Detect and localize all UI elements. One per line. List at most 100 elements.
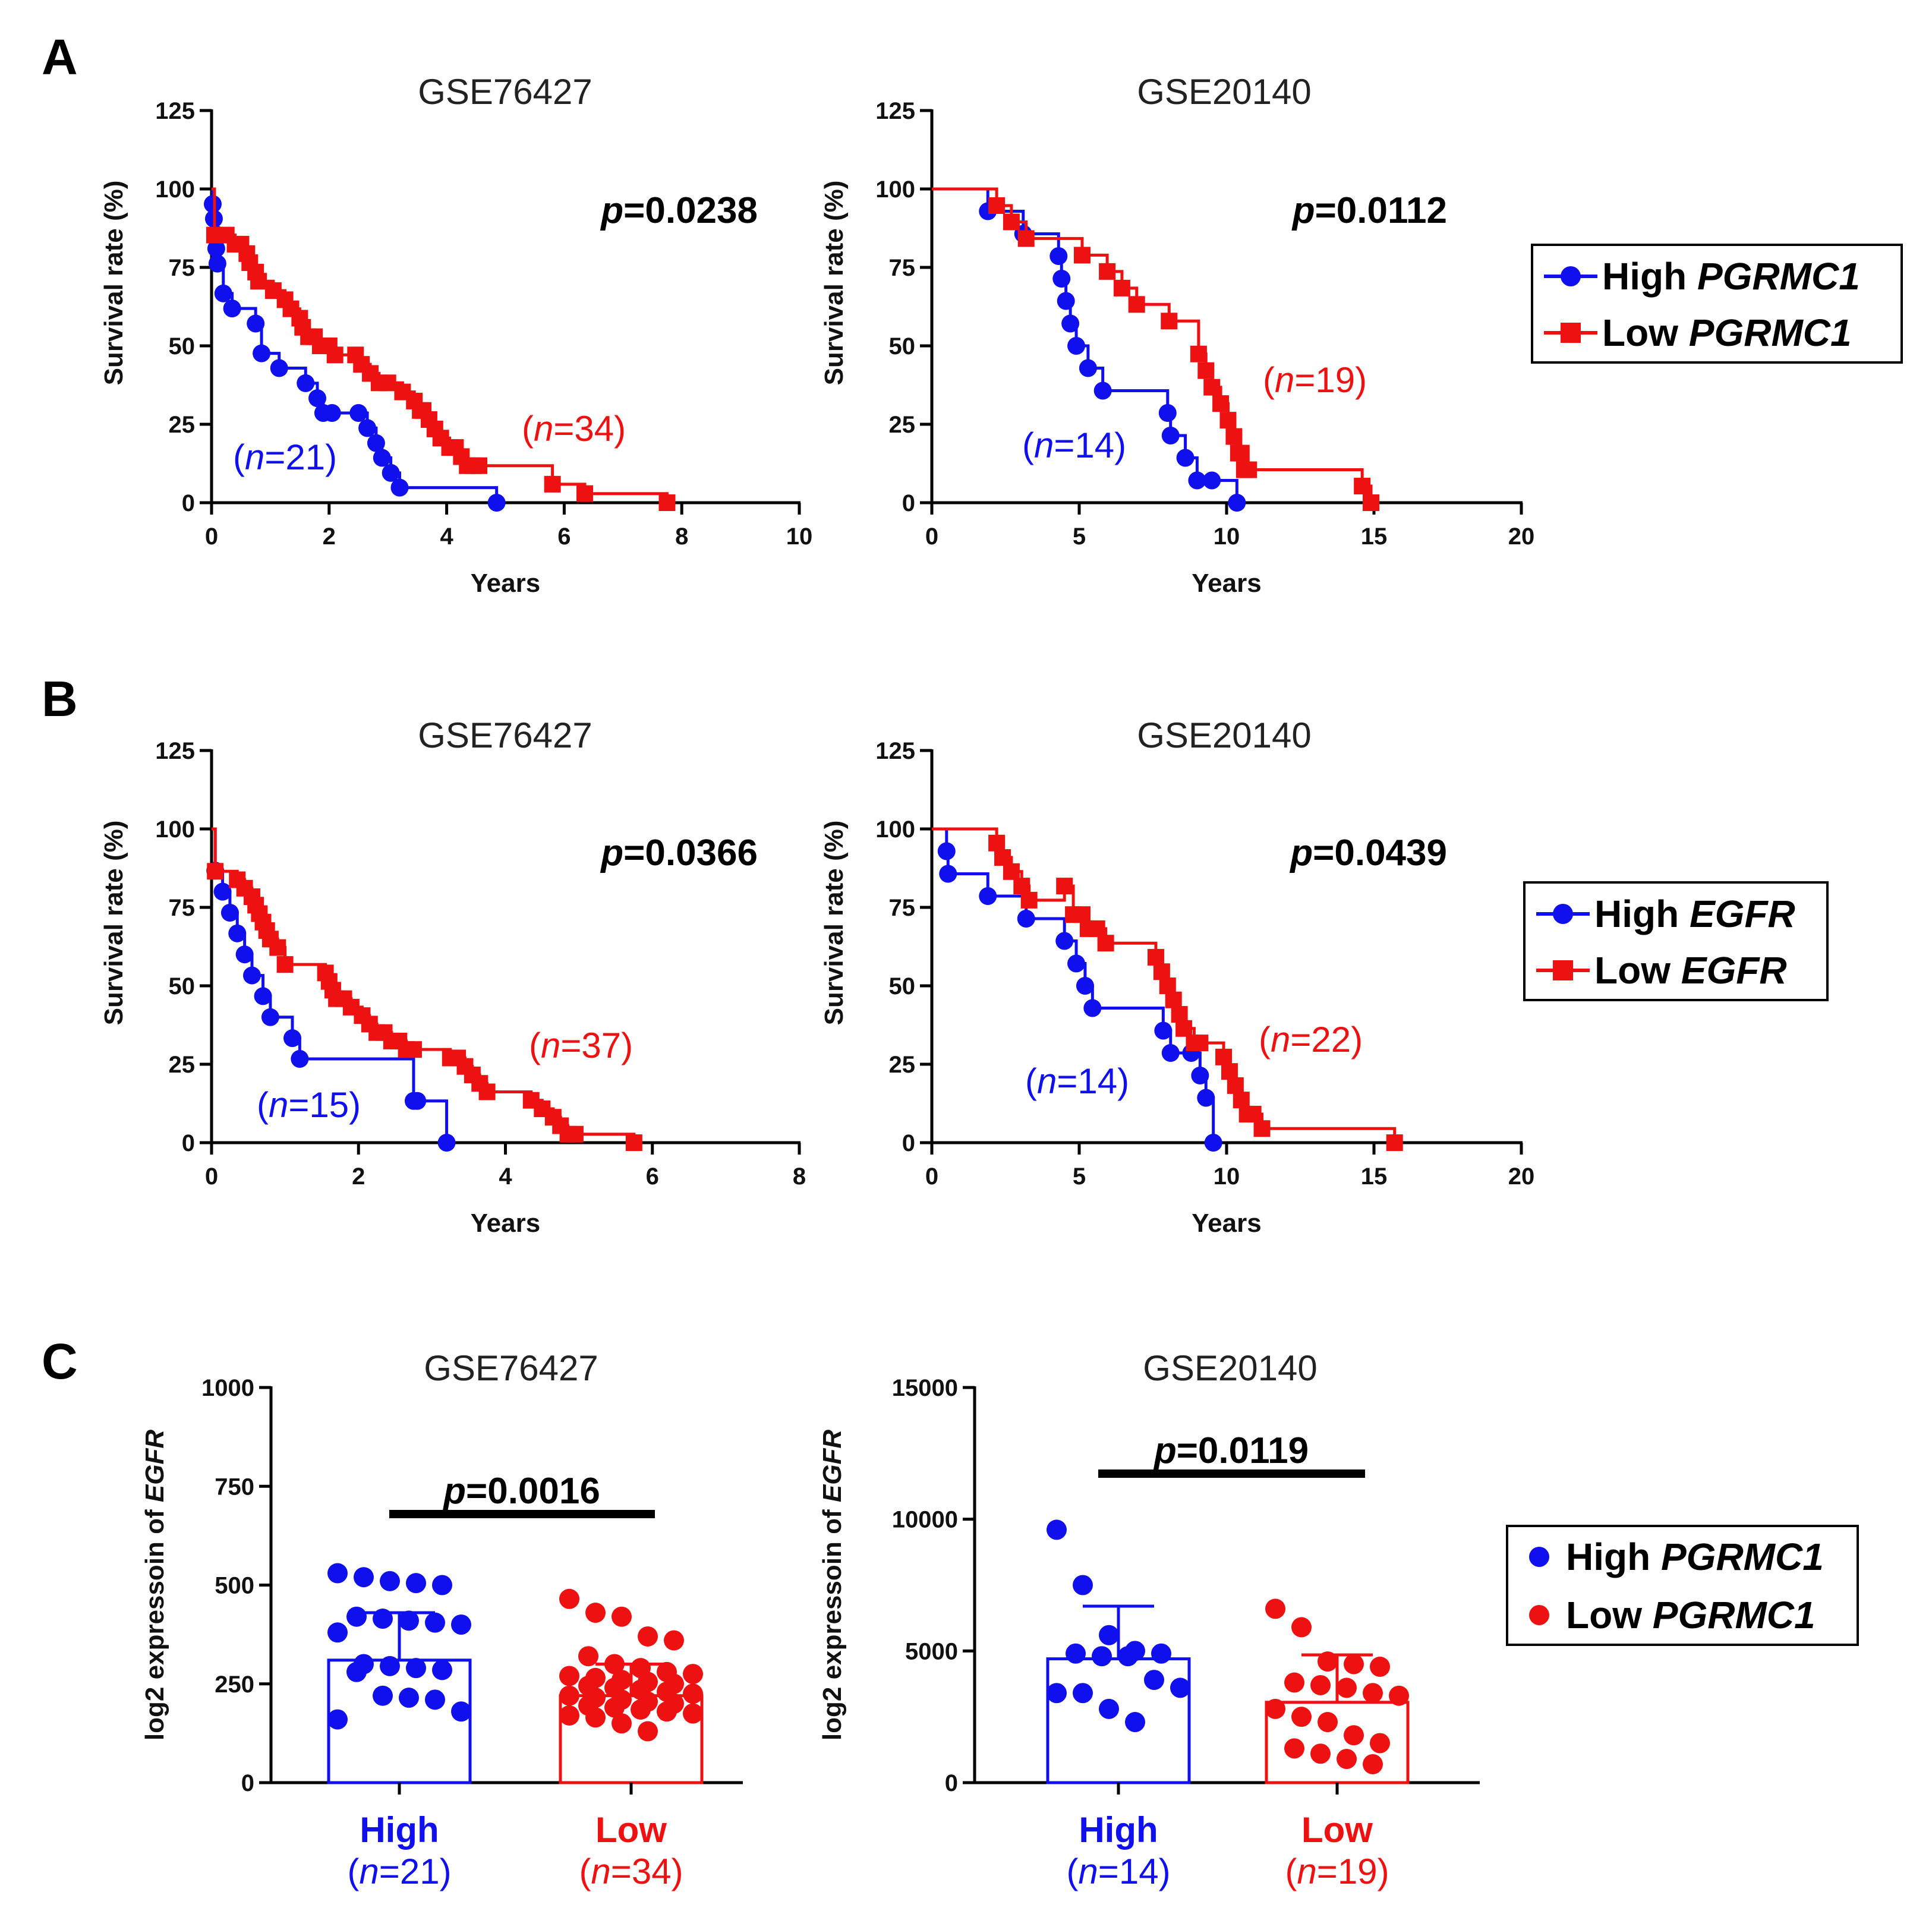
km-b1-high-point-13 bbox=[437, 1134, 456, 1152]
bar-c2-low-point-16 bbox=[1310, 1743, 1331, 1764]
bar-c1-low-point-6 bbox=[604, 1654, 625, 1675]
km-b1-high-point-9 bbox=[283, 1029, 301, 1048]
km-a2-high-point-5 bbox=[1057, 292, 1075, 310]
km-b2-high-curve bbox=[932, 827, 1215, 1143]
km-b2-low-point-3 bbox=[1003, 863, 1020, 880]
bar-c2-high-point-13 bbox=[1125, 1712, 1145, 1733]
bar-c1-low-point-10 bbox=[559, 1666, 579, 1686]
bar-c2-high-point-9 bbox=[1170, 1677, 1190, 1698]
km-b2-low-point-12 bbox=[1147, 948, 1164, 966]
bar-c1-high-point-17 bbox=[399, 1688, 419, 1708]
km-b1-pvalue-p: p bbox=[600, 832, 623, 873]
km-a1-low-point-38 bbox=[576, 485, 594, 502]
km-b1-ytick-label-1: 25 bbox=[169, 1052, 196, 1078]
km-a1-low-n-label: (n=34) bbox=[522, 409, 626, 449]
bar-c2-high-point-5 bbox=[1066, 1643, 1086, 1664]
legend-b-frame bbox=[1523, 881, 1829, 1001]
panel-label-b: B bbox=[42, 671, 78, 727]
km-b1-low-point-11 bbox=[276, 956, 294, 973]
km-b1-high-point-5 bbox=[235, 945, 254, 964]
km-a1-high-point-14 bbox=[323, 403, 341, 422]
bar-c1-high-n-label-open: ( bbox=[347, 1852, 359, 1891]
km-chart-b-gse20140: GSE20140 0 25 50 75 100 125 0 5 10 15 20 Years Surviv… bbox=[820, 715, 1534, 1238]
bar-c2-ytick-label-0: 0 bbox=[945, 1770, 958, 1796]
legend-c-low-marker bbox=[1529, 1605, 1549, 1625]
km-b1-low-point-37 bbox=[566, 1125, 584, 1143]
km-a1-high-point-4 bbox=[207, 239, 225, 258]
km-b1-high-n-label-open: ( bbox=[257, 1085, 269, 1125]
bar-c2-low-n-label-count: =19) bbox=[1317, 1852, 1389, 1891]
km-a1-high-point-17 bbox=[367, 434, 385, 452]
bar-c2-high-point-2 bbox=[1099, 1625, 1119, 1645]
bar-c2-low-point-3 bbox=[1344, 1654, 1364, 1675]
bar-c2-high-n-label-open: ( bbox=[1066, 1852, 1078, 1891]
bar-c2-high-point-8 bbox=[1144, 1670, 1164, 1691]
km-chart-a-gse20140: GSE20140 0 25 50 75 100 125 0 5 10 15 20 Years Surviv… bbox=[820, 72, 1534, 598]
km-a2-low-point-13 bbox=[1219, 412, 1237, 429]
bar-c1-pvalue-num: =0.0016 bbox=[466, 1471, 600, 1512]
km-b2-pvalue-num: =0.0439 bbox=[1313, 832, 1447, 873]
km-b2-low-point-5 bbox=[1020, 891, 1038, 909]
km-a1-low-n-label-n: n bbox=[534, 409, 553, 449]
km-b2-high-point-5 bbox=[1055, 932, 1074, 950]
legend-b-high-label: High EGFR bbox=[1594, 893, 1795, 935]
km-b2-low-point-8 bbox=[1073, 906, 1091, 923]
km-a2-ytick-label-2: 50 bbox=[889, 333, 916, 360]
km-b1-low-n-label-n: n bbox=[541, 1026, 560, 1065]
km-b2-low-point-13 bbox=[1153, 963, 1170, 980]
km-a1-pvalue-num: =0.0238 bbox=[623, 190, 758, 231]
km-b2-xtick-label-4: 20 bbox=[1508, 1163, 1535, 1190]
km-b2-low-point-6 bbox=[1056, 878, 1073, 895]
km-b1-ytick-label-2: 50 bbox=[169, 973, 196, 999]
km-chart-b-gse76427: GSE76427 0 25 50 75 100 125 0 2 4 6 8 Years Survival … bbox=[99, 715, 806, 1238]
km-a1-xtick-label-5: 10 bbox=[786, 524, 813, 550]
km-b2-ytick-label-2: 50 bbox=[889, 973, 916, 999]
bar-c2-high-n-label-n: n bbox=[1078, 1852, 1098, 1891]
bar-c2-high-bar bbox=[1046, 1657, 1191, 1784]
bar-c1-ylabel-text: log2 expressoin of bbox=[140, 1502, 169, 1740]
km-a1-ytick-label-5: 125 bbox=[155, 98, 195, 124]
km-b1-low-n-label-count: =37) bbox=[560, 1026, 633, 1065]
km-a2-pvalue-num: =0.0112 bbox=[1315, 190, 1447, 231]
km-b2-low-point-15 bbox=[1165, 991, 1182, 1008]
km-a1-low-point-23 bbox=[379, 374, 396, 392]
km-b2-high-point-3 bbox=[979, 887, 997, 905]
legend-b-low-label: Low EGFR bbox=[1594, 949, 1787, 992]
legend-b-low-marker bbox=[1553, 960, 1573, 980]
km-b2-low-n-label: (n=22) bbox=[1259, 1020, 1363, 1059]
km-a2-low-point-16 bbox=[1233, 444, 1250, 462]
km-a2-high-n-label-n: n bbox=[1034, 425, 1054, 465]
km-a1-xlabel: Years bbox=[471, 569, 540, 598]
legend-c-high-marker bbox=[1529, 1547, 1549, 1567]
bar-c2-low-point-15 bbox=[1284, 1738, 1304, 1759]
km-a2-title: GSE20140 bbox=[1137, 72, 1312, 112]
legend-a-low-marker bbox=[1561, 323, 1581, 343]
bar-c1-ylabel: log2 expressoin of EGFR bbox=[140, 1430, 169, 1740]
km-b2-high-point-2 bbox=[939, 865, 957, 883]
bar-c2-low-point-0 bbox=[1265, 1598, 1285, 1619]
km-a2-high-point-13 bbox=[1188, 471, 1206, 490]
km-a2-ytick-label-4: 100 bbox=[875, 176, 915, 203]
km-a2-low-point-4 bbox=[1073, 247, 1091, 264]
km-a1-xtick-label-2: 4 bbox=[440, 524, 453, 550]
km-a1-high-point-1 bbox=[203, 195, 222, 213]
bar-c1-ylabel-gene: EGFR bbox=[140, 1430, 169, 1502]
km-b2-high-point-12 bbox=[1191, 1067, 1209, 1085]
bar-c1-high-point-20 bbox=[327, 1709, 348, 1730]
bar-c2-high-point-1 bbox=[1073, 1575, 1093, 1595]
km-a2-high-point-3 bbox=[1049, 247, 1068, 265]
km-a2-low-point-5 bbox=[1099, 263, 1116, 280]
bar-c1-low-point-28 bbox=[657, 1701, 677, 1722]
km-a1-high-point-18 bbox=[373, 449, 391, 467]
km-a2-low-point-19 bbox=[1354, 478, 1371, 495]
bar-c1-low-point-1 bbox=[585, 1603, 606, 1623]
km-b2-low-point-23 bbox=[1233, 1092, 1250, 1109]
km-b2-low-point-4 bbox=[1013, 878, 1030, 895]
km-a2-high-n-label-count: =14) bbox=[1054, 425, 1126, 465]
bar-c1-high-point-7 bbox=[399, 1610, 419, 1631]
bar-c1-low-n-label-count: =34) bbox=[611, 1852, 683, 1891]
km-b2-ylabel: Survival rate (%) bbox=[820, 821, 849, 1026]
km-b2-high-point-7 bbox=[1076, 977, 1094, 995]
bar-c1-high-point-13 bbox=[406, 1658, 426, 1679]
